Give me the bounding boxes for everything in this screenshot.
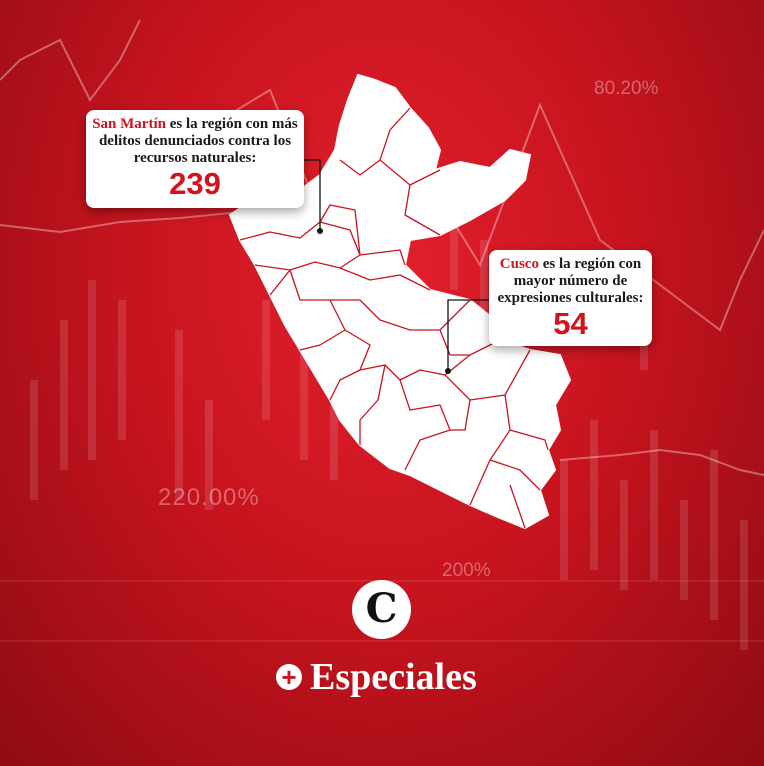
background-percent-label: 200% <box>442 560 491 581</box>
callout-san-martin: San Martín es la región con más delitos … <box>86 110 304 208</box>
cusco-connector <box>447 299 489 370</box>
callout-text-line: recursos naturales: <box>133 150 257 166</box>
callout-cusco: Cusco es la región con mayor número de e… <box>489 250 652 346</box>
background-percent-label: 80.20% <box>594 78 659 99</box>
callout-text-line: delitos denunciados contra los <box>98 133 292 149</box>
el-comercio-logo-icon: C <box>352 580 411 639</box>
callout-text-line: es la región con más <box>165 116 298 132</box>
brand-especiales: + Especiales <box>276 652 477 702</box>
plus-icon: + <box>276 664 302 690</box>
brand-name: Especiales <box>310 656 477 698</box>
callout-text-line: mayor número de <box>513 273 628 289</box>
san-martin-marker <box>317 228 323 234</box>
callout-value: 54 <box>553 306 588 341</box>
cusco-marker <box>445 368 451 374</box>
callout-value: 239 <box>169 166 221 201</box>
peru-outline <box>228 73 572 530</box>
san-martin-connector <box>303 159 321 230</box>
callout-text: San Martín es la región con más delitos … <box>86 110 304 167</box>
background-percent-label: 220.00% <box>158 484 260 511</box>
logo-letter: C <box>365 584 398 632</box>
callout-region-name: San Martín <box>92 116 166 132</box>
callout-text-line: es la región con <box>538 256 642 272</box>
callout-region-name: Cusco <box>499 256 539 272</box>
callout-text-line: expresiones culturales: <box>497 290 644 306</box>
callout-text: Cusco es la región con mayor número de e… <box>489 250 652 307</box>
